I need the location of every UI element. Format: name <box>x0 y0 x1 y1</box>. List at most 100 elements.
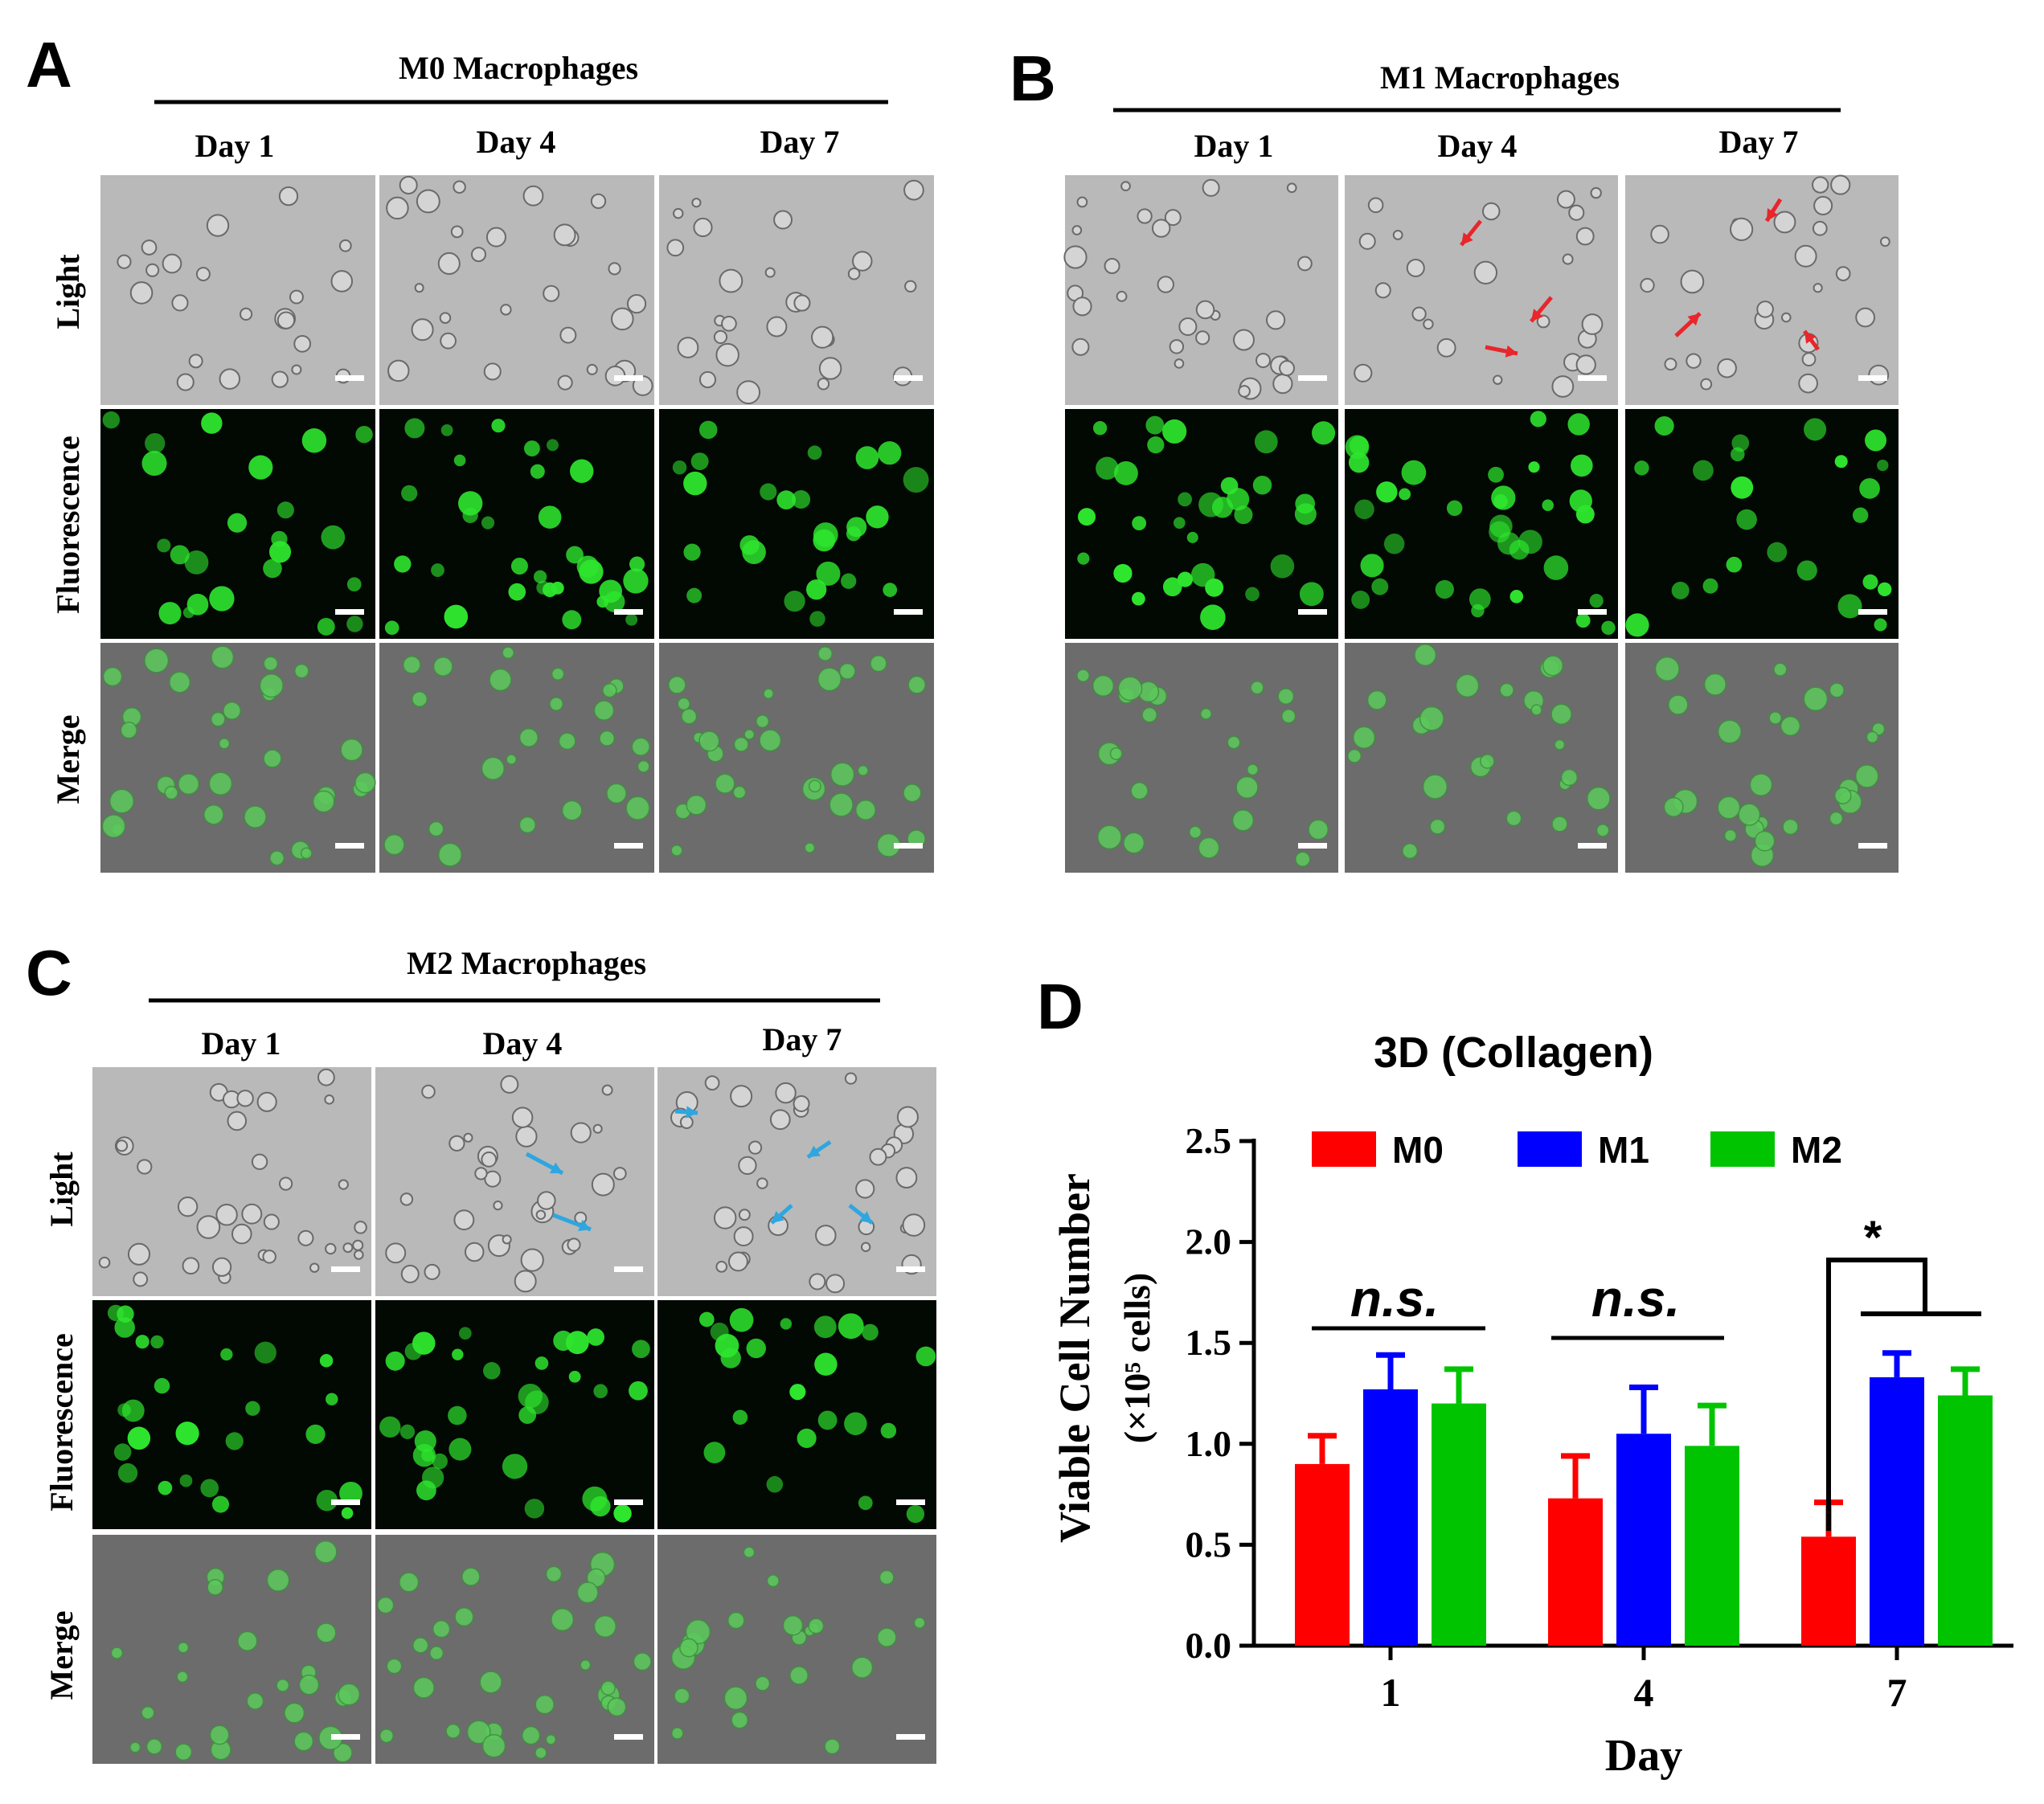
panel-b: B M1 Macrophages Day 1 Day 4 Day 7 <box>1010 43 1899 873</box>
scale-bar <box>335 843 364 849</box>
scale-bar <box>335 375 364 381</box>
scale-bar <box>335 609 364 615</box>
panel-c: C M2 Macrophages Day 1 Day 4 Day 7 Light… <box>26 937 936 1764</box>
scale-bar <box>1578 843 1607 849</box>
legend-label: M2 <box>1791 1129 1842 1171</box>
panel-a-light-day1-image <box>100 175 375 405</box>
panel-b-merge-day1-image <box>1065 643 1338 873</box>
panel-a-day4-label: Day 4 <box>477 124 556 160</box>
panel-letter-c: C <box>26 937 72 1008</box>
cell-cluster <box>1347 644 1611 860</box>
panel-c-row-fluorescence: Fluorescence <box>43 1333 80 1511</box>
panel-a-title: M0 Macrophages <box>399 50 638 86</box>
panel-c-fluor-day4-image <box>375 1300 654 1529</box>
bar-m2-day7 <box>1938 1395 1993 1646</box>
panel-a-light-day4-image <box>379 175 654 405</box>
scale-bar <box>894 375 923 381</box>
panel-c-title: M2 Macrophages <box>407 945 646 981</box>
panel-a-merge-day4-image <box>379 643 654 873</box>
cell-cluster <box>384 418 649 636</box>
pointer-arrow-icon <box>806 1139 832 1160</box>
cell-cluster <box>102 411 373 636</box>
cell-cluster <box>1640 174 1890 394</box>
pointer-arrow-icon <box>1530 296 1553 323</box>
scale-bar <box>896 1499 925 1505</box>
panel-b-light-day7-image <box>1625 174 1899 405</box>
cell-cluster <box>98 1068 367 1287</box>
panel-c-merge-day7-image <box>657 1535 936 1764</box>
scale-bar <box>331 1266 360 1272</box>
legend-item-m0: M0 <box>1312 1129 1444 1171</box>
panel-a-merge-day7-image <box>659 643 934 873</box>
y-tick-label: 2.0 <box>1186 1221 1232 1262</box>
scale-bar <box>1578 609 1607 615</box>
panel-d-bar-chart: D 3D (Collagen) Viable Cell Number (×10⁵… <box>1037 971 2013 1781</box>
panel-b-merge-day7-image <box>1625 643 1899 873</box>
cell-cluster <box>101 645 376 866</box>
panel-c-image-grid <box>92 1067 936 1764</box>
panel-a-row-fluorescence: Fluorescence <box>50 436 86 613</box>
cell-cluster <box>379 1327 650 1523</box>
scale-bar <box>614 1266 643 1272</box>
panel-b-day4-label: Day 4 <box>1438 128 1518 164</box>
bar-m1-day7 <box>1870 1377 1924 1646</box>
pointer-arrow-icon <box>1764 198 1783 223</box>
y-tick-label: 0.0 <box>1186 1625 1232 1666</box>
panel-a-day1-label: Day 1 <box>195 128 275 164</box>
chart-title: 3D (Collagen) <box>1374 1029 1653 1077</box>
cell-cluster <box>666 179 924 405</box>
panel-c-light-day1-image <box>92 1067 371 1296</box>
scale-bar <box>1298 843 1327 849</box>
panel-c-row-light: Light <box>43 1152 80 1227</box>
significance-star: * <box>1864 1212 1882 1264</box>
scale-bar <box>614 1734 643 1740</box>
cell-cluster <box>1654 656 1886 867</box>
bar-m2-day4 <box>1685 1446 1739 1646</box>
y-tick-label: 2.5 <box>1186 1120 1232 1161</box>
panel-c-light-day7-image <box>657 1067 936 1296</box>
scale-bar <box>331 1734 360 1740</box>
x-axis-label: Day <box>1605 1731 1682 1781</box>
scale-bar <box>614 843 643 849</box>
cell-cluster <box>1345 411 1616 636</box>
scale-bar <box>1298 375 1327 381</box>
scale-bar <box>614 375 643 381</box>
legend-item-m1: M1 <box>1518 1129 1649 1171</box>
panel-c-fluor-day7-image <box>657 1300 936 1529</box>
legend-swatch <box>1710 1131 1775 1167</box>
panel-b-fluor-day1-image <box>1065 409 1338 639</box>
cell-cluster <box>1076 669 1329 868</box>
pointer-arrow-icon <box>1674 312 1702 337</box>
bar-m1-day1 <box>1363 1389 1418 1646</box>
ns-label-day1: n.s. <box>1350 1270 1439 1327</box>
panel-b-image-grid <box>1063 174 1899 873</box>
cell-cluster <box>670 1546 926 1755</box>
panel-letter-d: D <box>1037 971 1083 1042</box>
pointer-arrow-icon <box>1802 329 1821 351</box>
y-tick-label: 0.5 <box>1186 1524 1232 1565</box>
scale-bar <box>1858 843 1887 849</box>
cell-cluster <box>107 1304 363 1520</box>
scale-bar <box>1578 375 1607 381</box>
panel-c-day1-label: Day 1 <box>202 1025 281 1062</box>
panel-a-row-light: Light <box>50 254 86 329</box>
pointer-arrow-icon <box>1485 345 1518 358</box>
cell-cluster <box>1625 415 1892 637</box>
panel-c-day4-label: Day 4 <box>483 1025 563 1062</box>
cell-cluster <box>385 1074 627 1293</box>
panel-c-fluor-day1-image <box>92 1300 371 1529</box>
pointer-arrow-icon <box>848 1204 874 1225</box>
x-tick-label: 1 <box>1381 1670 1401 1715</box>
pointer-arrow-icon <box>1460 219 1482 247</box>
legend-item-m2: M2 <box>1710 1129 1842 1171</box>
scale-bar <box>894 843 923 849</box>
panel-a-fluor-day4-image <box>379 409 654 639</box>
legend-label: M0 <box>1392 1129 1444 1171</box>
cell-cluster <box>1354 186 1604 398</box>
pointer-arrow-icon <box>770 1204 793 1225</box>
cell-cluster <box>1077 415 1336 630</box>
panel-b-merge-day4-image <box>1345 643 1618 873</box>
star-bracket <box>1826 1258 1927 1531</box>
panel-a-fluor-day7-image <box>659 409 934 639</box>
y-tick-label: 1.0 <box>1186 1423 1232 1464</box>
